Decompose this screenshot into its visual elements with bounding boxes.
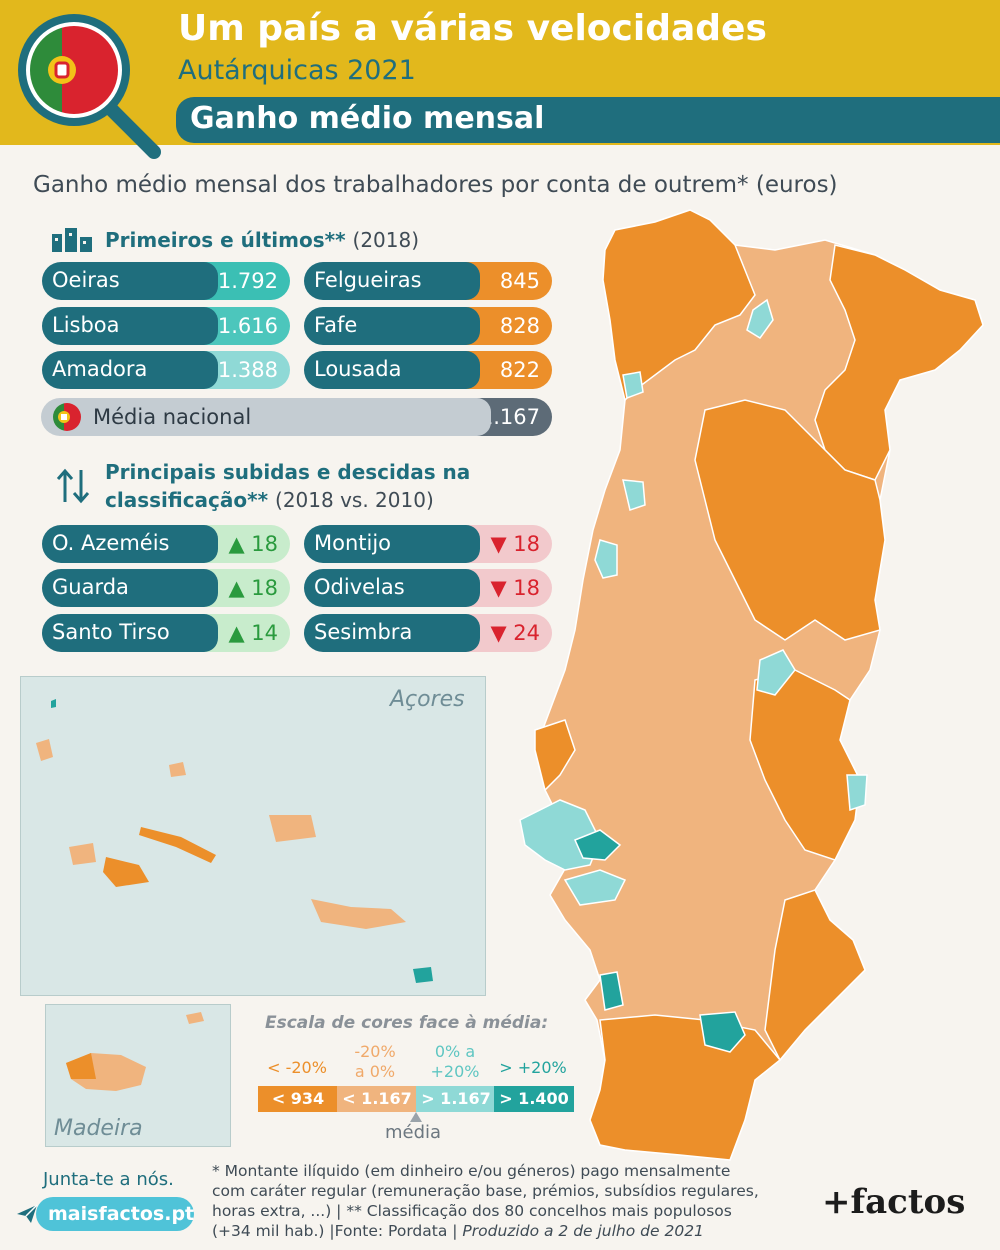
scale-box-1: < 934 bbox=[258, 1086, 338, 1112]
changes-down-odivelas: Odivelas ▼ 18 bbox=[304, 569, 552, 607]
ranking-title: Primeiros e últimos** (2018) bbox=[105, 228, 420, 252]
theme-title: Ganho médio mensal bbox=[190, 101, 545, 136]
map-region-westcoast bbox=[534, 719, 576, 792]
map-region-castelobranco bbox=[846, 774, 868, 812]
island-graciosa bbox=[169, 762, 186, 777]
map-region-coimbra bbox=[594, 539, 618, 579]
scale-box-4: > 1.400 bbox=[494, 1086, 574, 1112]
join-text: Junta-te a nós. bbox=[43, 1169, 174, 1190]
map-region-southeast bbox=[764, 889, 866, 1062]
map-region-northeast bbox=[814, 244, 984, 481]
changes-up-guarda: Guarda ▲ 18 bbox=[42, 569, 290, 607]
island-madeira-west bbox=[66, 1053, 96, 1079]
magnifier-flag-logo bbox=[18, 14, 161, 159]
map-region-setubal-area bbox=[563, 869, 627, 906]
portugal-flag-icon bbox=[53, 403, 81, 431]
madeira-inset bbox=[45, 1004, 231, 1147]
map-region-lisboa-oeiras bbox=[573, 829, 622, 861]
map-region-northwest bbox=[602, 209, 756, 402]
page-title: Um país a várias velocidades bbox=[178, 8, 767, 49]
paper-plane-icon bbox=[17, 1204, 38, 1223]
scale-caption-3: 0% a +20% bbox=[430, 1042, 480, 1081]
map-region-porto bbox=[622, 371, 644, 400]
map-region-braga bbox=[746, 298, 774, 340]
scale-title: Escala de cores face à média: bbox=[265, 1013, 549, 1033]
ranking-bottom-lousada: Lousada 822 bbox=[304, 351, 552, 389]
island-corvo bbox=[51, 699, 56, 708]
acores-inset bbox=[20, 676, 486, 996]
scale-box-3: > 1.167 bbox=[416, 1086, 496, 1112]
scale-box-2: < 1.167 bbox=[337, 1086, 417, 1112]
changes-up-santotirso: Santo Tirso ▲ 14 bbox=[42, 614, 290, 652]
ranking-bottom-felgueiras: Felgueiras 845 bbox=[304, 262, 552, 300]
map-region-east bbox=[749, 669, 861, 861]
mainland-portugal-map bbox=[519, 209, 984, 1161]
island-terceira bbox=[269, 815, 316, 842]
island-sao-miguel bbox=[311, 899, 406, 929]
map-region-sines bbox=[599, 971, 624, 1011]
changes-title: Principais subidas e descidas na classif… bbox=[105, 460, 471, 512]
site-link[interactable]: maisfactos.pt bbox=[36, 1197, 194, 1231]
scale-caption-4: > +20% bbox=[499, 1058, 567, 1077]
page-subtitle: Autárquicas 2021 bbox=[178, 55, 416, 86]
island-faial bbox=[69, 843, 96, 865]
changes-down-montijo: Montijo ▼ 18 bbox=[304, 525, 552, 563]
map-region-castroverde bbox=[699, 1011, 746, 1053]
island-porto-santo bbox=[186, 1012, 204, 1024]
scale-caption-2: -20% a 0% bbox=[354, 1042, 396, 1081]
ranking-top-oeiras: Oeiras 1.792 bbox=[42, 262, 290, 300]
madeira-label: Madeira bbox=[54, 1116, 143, 1141]
national-average-label: Média nacional bbox=[93, 405, 252, 429]
buildings-icon bbox=[52, 228, 92, 252]
map-region-interior bbox=[694, 399, 886, 641]
map-region-aveiro bbox=[622, 479, 646, 511]
acores-label: Açores bbox=[390, 687, 465, 712]
island-pico bbox=[103, 857, 149, 887]
map-region-guarda bbox=[756, 649, 796, 696]
map-region-algarve bbox=[589, 1014, 782, 1161]
brand-logo: +factos bbox=[822, 1182, 966, 1222]
changes-down-sesimbra: Sesimbra ▼ 24 bbox=[304, 614, 552, 652]
ranking-top-amadora: Amadora 1.388 bbox=[42, 351, 290, 389]
ranking-top-lisboa: Lisboa 1.616 bbox=[42, 307, 290, 345]
changes-up-oazemeis: O. Azeméis ▲ 18 bbox=[42, 525, 290, 563]
national-average: Média nacional 1.167 bbox=[41, 398, 552, 436]
island-santa-maria bbox=[413, 967, 433, 983]
island-sao-jorge bbox=[139, 827, 216, 863]
scale-caption-1: < -20% bbox=[267, 1058, 327, 1077]
footnote: * Montante ilíquido (em dinheiro e/ou gé… bbox=[212, 1162, 759, 1240]
media-marker-icon bbox=[410, 1112, 422, 1122]
up-down-arrows-icon bbox=[56, 468, 90, 504]
theme-banner: Ganho médio mensal bbox=[176, 97, 1000, 143]
media-label: média bbox=[385, 1122, 442, 1143]
island-flores bbox=[36, 739, 53, 761]
lead-text: Ganho médio mensal dos trabalhadores por… bbox=[33, 172, 838, 198]
ranking-bottom-fafe: Fafe 828 bbox=[304, 307, 552, 345]
